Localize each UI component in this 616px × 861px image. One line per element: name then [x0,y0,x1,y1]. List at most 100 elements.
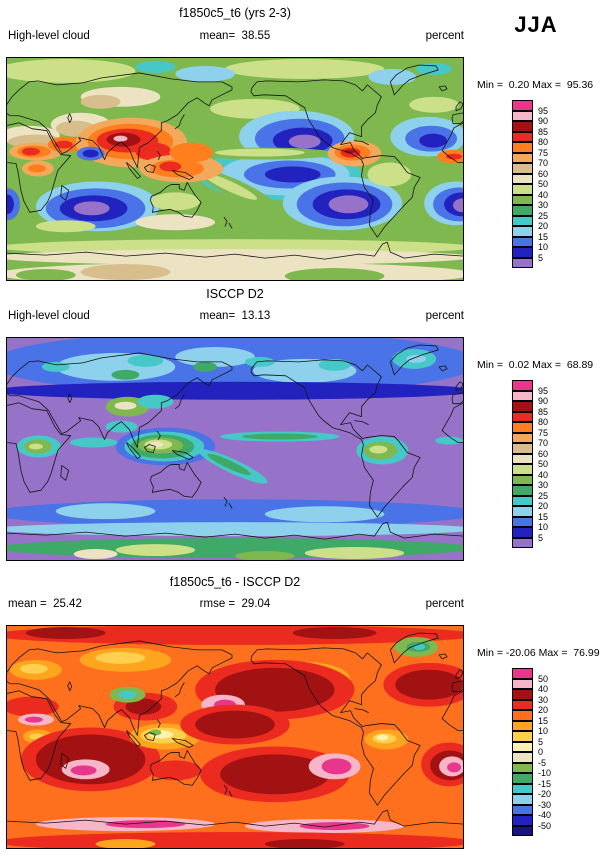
colorbar-tick-label: 15 [538,715,549,726]
colorbar-cell [512,173,533,184]
colorbar-tick-label: 50 [538,179,549,189]
colorbar-cell [512,380,533,391]
colorbar-cell [512,804,533,815]
colorbar-cell [512,464,533,475]
mean-label: mean = 25.42 [8,598,82,610]
panel-title: f1850c5_t6 - ISCCP D2 [169,575,301,589]
colorbar-tick-label: -5 [538,757,547,768]
colorbar-cell [512,152,533,163]
colorbar-tick-label: 40 [538,189,549,200]
colorbar-tick-label: 20 [538,705,549,715]
colorbar-cell [512,731,533,742]
colorbar-cell [512,131,533,142]
colorbar-cell [512,668,533,679]
colorbar-tick-label: 60 [538,168,549,179]
colorbar-tick-label: -40 [538,810,552,820]
colorbar-cell [512,773,533,784]
colorbar-cell [512,184,533,195]
colorbar-tick-label: 5 [538,252,544,263]
mean-label: mean= 13.13 [199,310,271,322]
mean-label: mean= 38.55 [199,30,271,42]
colorbar-tick-label: 75 [538,147,549,158]
colorbar-cell [512,236,533,247]
map-obs [6,337,464,561]
colorbar-tick-label: 50 [538,459,549,469]
colorbar-tick-label: 85 [538,406,549,417]
colorbar-tick-label: 80 [538,417,549,427]
colorbar-cell [512,432,533,443]
colorbar-cell [512,699,533,710]
colorbar-cell [512,752,533,763]
colorbar-cell [512,247,533,258]
colorbar-cell [512,506,533,517]
colorbar-diff: 50 40 30 20 15 10 5 0 -5 -10 -15 -20 -30 -40 -50 [512,668,592,838]
colorbar-tick-label: 10 [538,242,549,252]
colorbar-tick-label: 10 [538,522,549,532]
colorbar-tick-label: 5 [538,736,544,747]
colorbar-tick-label: 85 [538,126,549,137]
colorbar-tick-label: 15 [538,511,549,522]
colorbar-cell [512,783,533,794]
colorbar-tick-label: 60 [538,448,549,459]
colorbar-cell [512,537,533,548]
colorbar-cell [512,453,533,464]
colorbar-cell [512,205,533,216]
colorbar-cell [512,495,533,506]
colorbar-tick-label: 95 [538,105,549,116]
colorbar-cell [512,527,533,538]
colorbar-model: 95 90 85 80 75 70 60 50 40 30 25 20 15 10 5 [512,100,592,270]
colorbar-tick-label: 30 [538,480,549,490]
map-model [6,57,464,281]
colorbar-tick-label: -10 [538,768,552,778]
colorbar-cell [512,474,533,485]
colorbar-obs: 95 90 85 80 75 70 60 50 40 30 25 20 15 10 5 [512,380,592,550]
colorbar-cell [512,121,533,132]
season-label: JJA [514,12,558,37]
colorbar-cell [512,689,533,700]
colorbar-tick-label: -30 [538,799,552,810]
colorbar-tick-label: 30 [538,694,549,705]
colorbar-tick-label: 75 [538,427,549,438]
colorbar-cell [512,100,533,111]
colorbar-tick-label: 70 [538,158,549,168]
variable-label: High-level cloud [8,310,90,322]
units-label: percent [425,598,464,610]
colorbar-cell [512,720,533,731]
colorbar-cell [512,422,533,433]
colorbar-cell [512,142,533,153]
panel-title: f1850c5_t6 (yrs 2-3) [179,6,291,20]
colorbar-tick-label: 70 [538,438,549,448]
colorbar-tick-label: 40 [538,469,549,480]
colorbar-tick-label: 10 [538,726,549,736]
colorbar-tick-label: 95 [538,385,549,396]
colorbar-tick-label: 20 [538,221,549,231]
colorbar-tick-label: 25 [538,210,549,221]
variable-label: High-level cloud [8,30,90,42]
panel-title: ISCCP D2 [206,287,264,301]
colorbar-tick-label: 40 [538,684,549,694]
colorbar-cell [512,110,533,121]
colorbar-cell [512,226,533,237]
colorbar-cell [512,215,533,226]
colorbar-cell [512,194,533,205]
colorbar-cell [512,794,533,805]
colorbar-cell [512,485,533,496]
colorbar-tick-label: -50 [538,820,552,831]
units-label: percent [425,30,464,42]
minmax-label: Min = 0.02 Max = 68.89 [477,359,594,371]
colorbar-tick-label: 50 [538,673,549,684]
map-diff [6,625,464,849]
colorbar-cell [512,762,533,773]
rmse-label: rmse = 29.04 [199,598,271,610]
colorbar-tick-label: -20 [538,789,552,799]
colorbar-cell [512,516,533,527]
colorbar-tick-label: 25 [538,490,549,501]
colorbar-cell [512,815,533,826]
colorbar-cell [512,741,533,752]
colorbar-tick-label: 20 [538,501,549,511]
colorbar-tick-label: 5 [538,532,544,543]
colorbar-tick-label: 80 [538,137,549,147]
units-label: percent [425,310,464,322]
colorbar-cell [512,443,533,454]
